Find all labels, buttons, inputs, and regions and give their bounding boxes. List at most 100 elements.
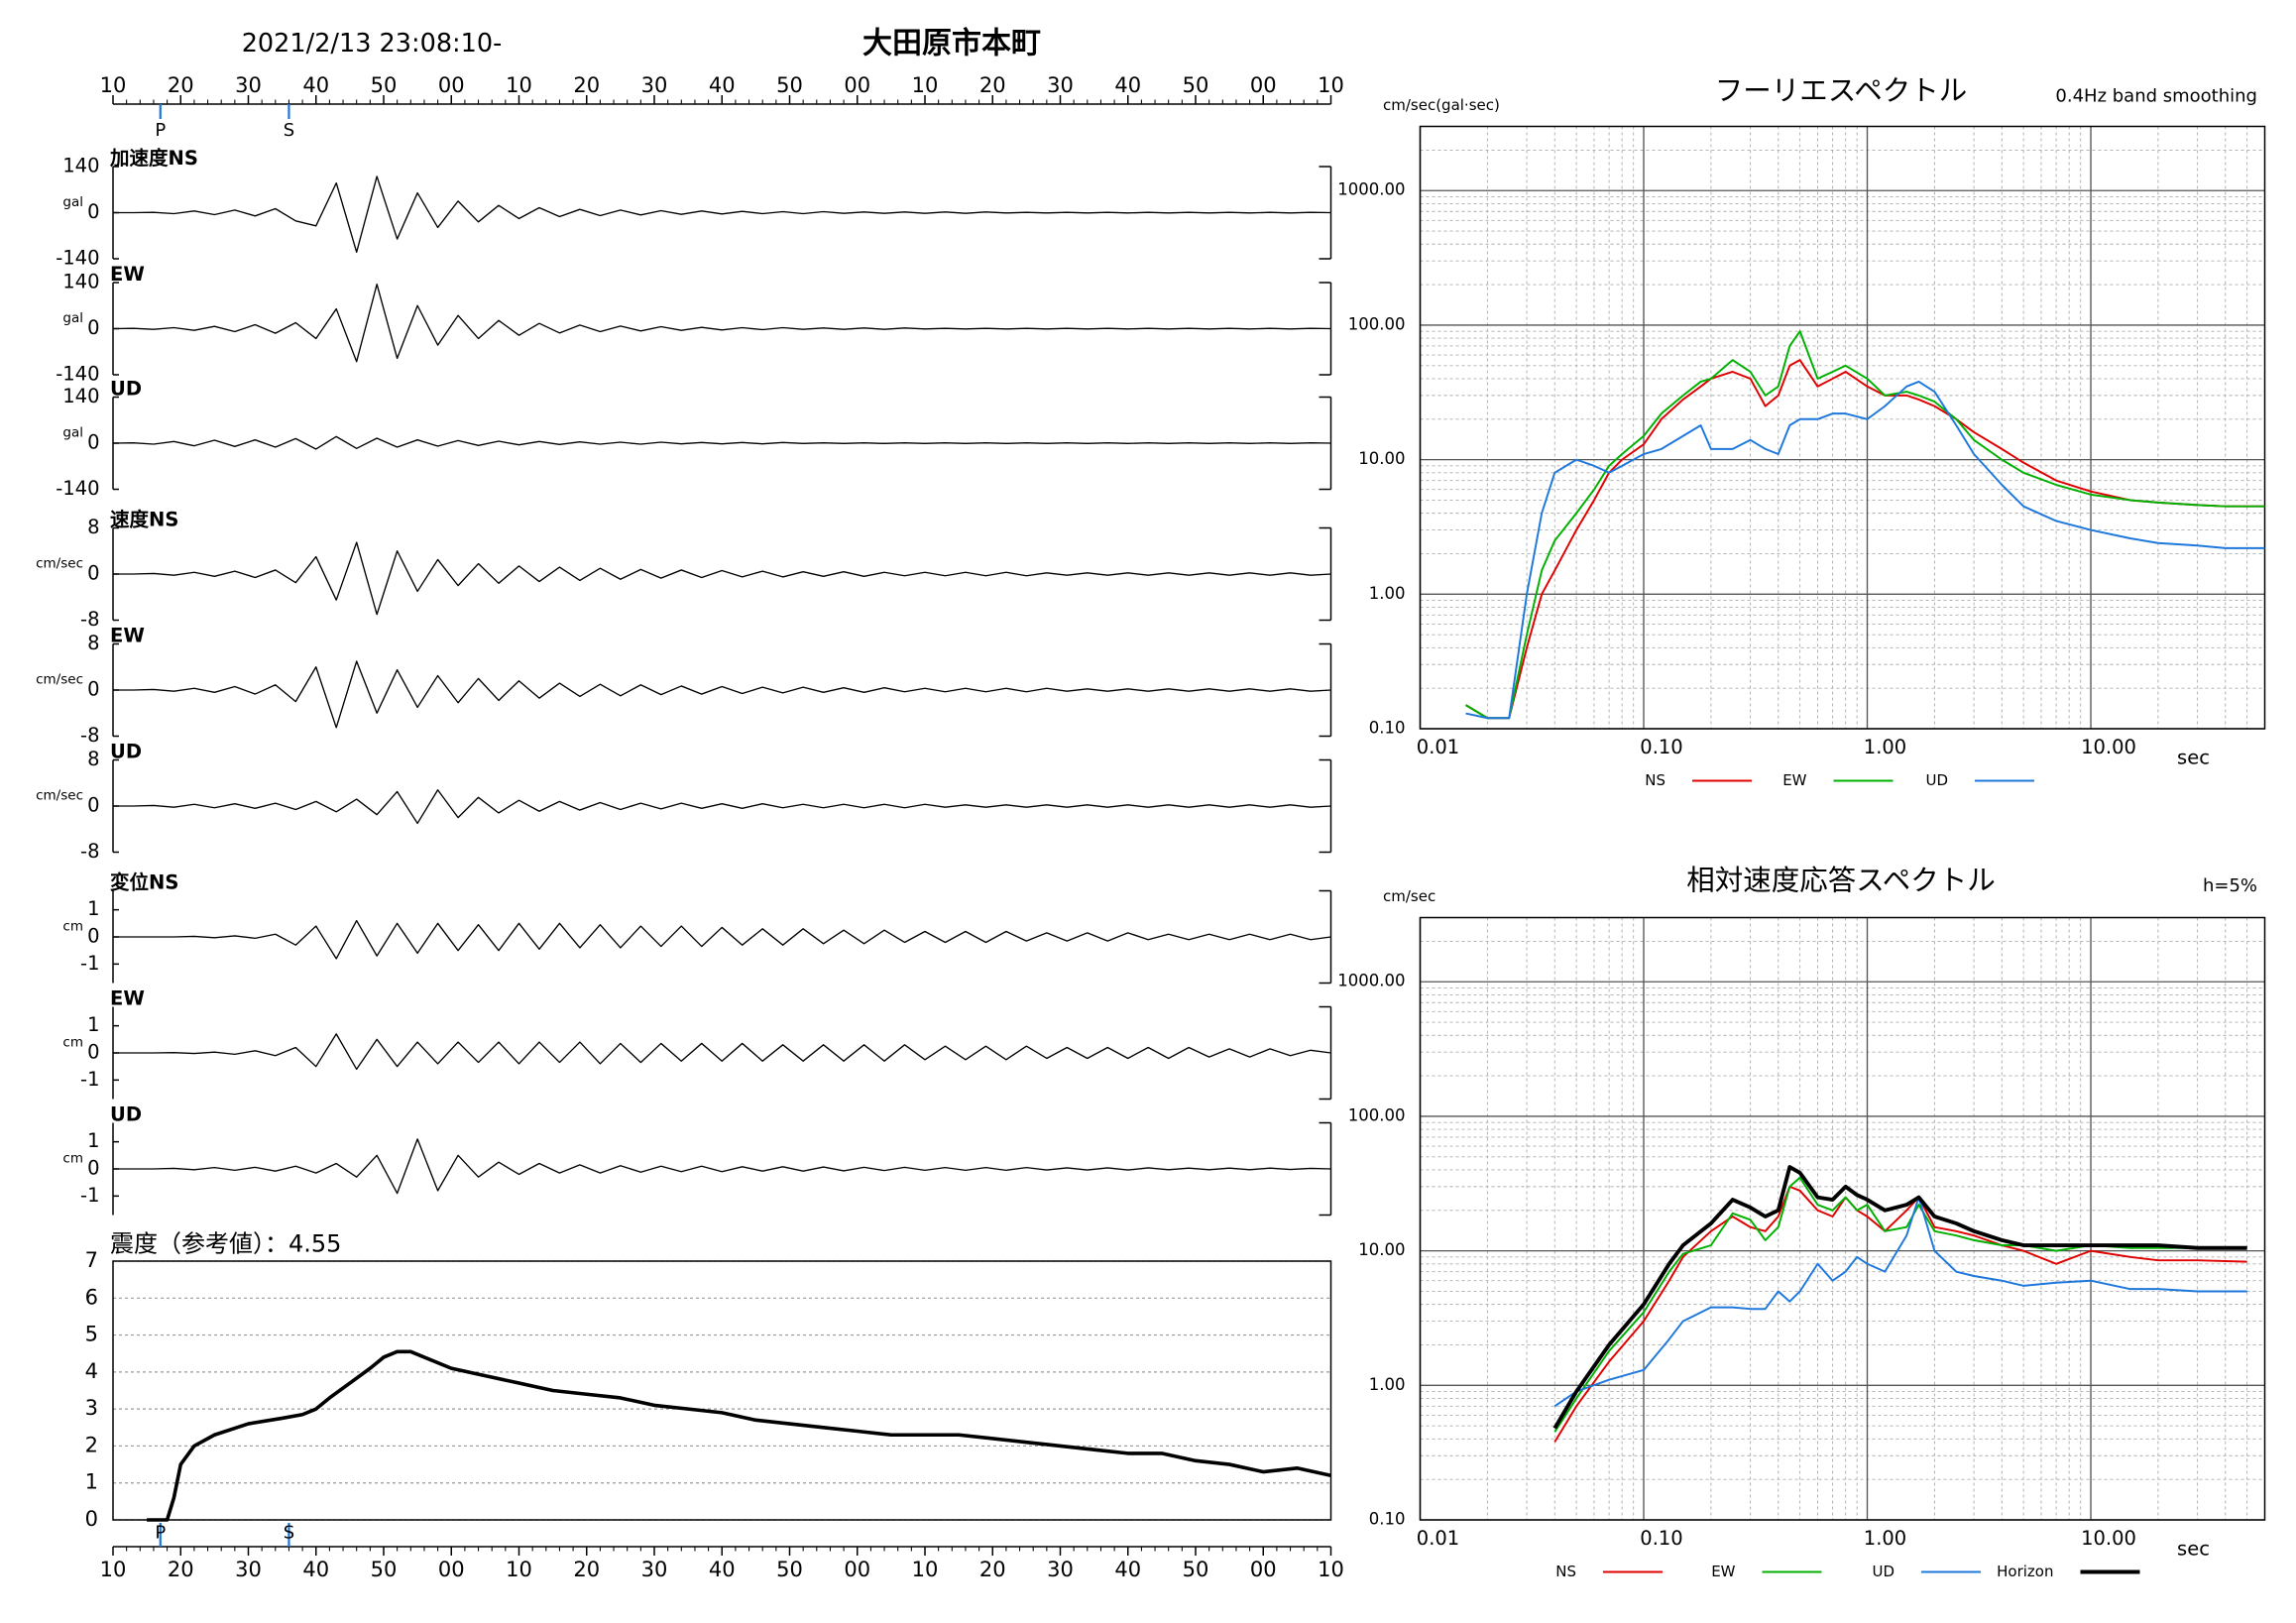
y-tick-label: -1	[80, 952, 99, 975]
x-tick-label: 10	[506, 1558, 532, 1581]
y-tick-label: 0	[87, 925, 99, 948]
x-tick-label: 00	[1250, 1558, 1277, 1581]
y-axis-label: cm/sec	[1383, 887, 1435, 905]
x-tick-label: 40	[709, 1558, 736, 1581]
x-tick-label: 50	[776, 73, 803, 97]
y-tick-label: -140	[56, 247, 99, 270]
y-tick-label: 0	[87, 200, 99, 223]
x-tick-label: 1.00	[1864, 736, 1906, 758]
intensity-line	[147, 1349, 1331, 1522]
waveform-line	[113, 541, 1331, 616]
x-tick-label: 40	[1114, 1558, 1141, 1581]
panel-label: EW	[110, 987, 145, 1010]
y-tick-label: -8	[80, 608, 99, 631]
waveform-line	[113, 919, 1331, 960]
y-tick-label: 10.00	[1358, 449, 1405, 468]
record-time: 2021/2/13 23:08:10-	[242, 29, 503, 58]
spectrum-line	[1552, 1165, 2247, 1430]
x-tick-label: 10	[912, 1558, 939, 1581]
y-tick-label: 3	[85, 1396, 98, 1420]
x-tick-label: 10	[1318, 1558, 1344, 1581]
x-tick-label: 00	[438, 1558, 465, 1581]
y-tick-label: 0	[87, 1157, 99, 1180]
legend-label: EW	[1782, 771, 1806, 789]
panel-label: 速度NS	[110, 509, 178, 531]
y-tick-label: 0	[87, 431, 99, 454]
unit-label: cm	[62, 1151, 83, 1167]
y-tick-label: -140	[56, 363, 99, 386]
y-tick-label: 140	[62, 271, 99, 293]
y-tick-label: 1.00	[1369, 584, 1406, 603]
panel-label: UD	[110, 1103, 142, 1126]
x-tick-label: 30	[641, 73, 668, 97]
panel-label: EW	[110, 625, 145, 647]
y-tick-label: -1	[80, 1184, 99, 1207]
y-tick-label: 7	[85, 1248, 98, 1272]
spectrum-line	[1465, 359, 2265, 720]
y-tick-label: 4	[85, 1359, 98, 1383]
x-tick-label: 20	[979, 73, 1006, 97]
y-tick-label: 100.00	[1348, 1105, 1406, 1124]
y-tick-label: 8	[87, 516, 99, 538]
legend-label: Horizon	[1997, 1563, 2053, 1580]
x-tick-label: 50	[776, 1558, 803, 1581]
panel-label: UD	[110, 741, 142, 763]
y-tick-label: 1000.00	[1337, 972, 1405, 990]
legend-label: UD	[1872, 1563, 1894, 1580]
panel-label: UD	[110, 378, 142, 401]
x-tick-label: 00	[844, 1558, 870, 1581]
x-tick-label: 30	[1047, 1558, 1074, 1581]
spectrum-line	[1553, 1176, 2247, 1433]
chart-title: 相対速度応答スペクトル	[1686, 865, 1996, 897]
y-tick-label: 5	[85, 1323, 98, 1346]
y-tick-label: 1	[87, 1013, 99, 1036]
y-axis-label: cm/sec(gal·sec)	[1383, 96, 1500, 114]
y-tick-label: 140	[62, 155, 99, 177]
x-tick-label: 50	[371, 73, 398, 97]
y-tick-label: -1	[80, 1068, 99, 1091]
y-tick-label: 0.10	[1369, 1510, 1406, 1529]
spectrum-line	[1465, 330, 2265, 720]
x-tick-label: 10.00	[2081, 736, 2136, 758]
y-tick-label: 140	[62, 385, 99, 407]
x-tick-label: 10	[506, 73, 532, 97]
phase-label: S	[284, 120, 294, 141]
x-tick-label: 0.10	[1640, 1527, 1682, 1550]
x-tick-label: 40	[1114, 73, 1141, 97]
y-tick-label: 1000.00	[1337, 180, 1405, 199]
x-tick-label: 20	[573, 73, 600, 97]
y-tick-label: 1.00	[1369, 1375, 1406, 1394]
y-tick-label: -8	[80, 840, 99, 863]
spectrum-line	[1465, 380, 2265, 720]
plot-frame	[1419, 125, 2266, 730]
x-tick-label: 40	[302, 73, 329, 97]
x-tick-label: 00	[1250, 73, 1277, 97]
x-tick-label: 50	[1183, 1558, 1209, 1581]
y-tick-label: 6	[85, 1285, 98, 1309]
legend-label: NS	[1645, 771, 1665, 789]
chart-note: 0.4Hz band smoothing	[2055, 86, 2257, 107]
y-tick-label: 0	[85, 1507, 98, 1531]
y-tick-label: 2	[85, 1433, 98, 1456]
panel-label: 変位NS	[110, 871, 178, 894]
y-tick-label: 100.00	[1348, 314, 1406, 333]
waveform-line	[113, 1033, 1331, 1071]
unit-label: cm	[62, 1035, 83, 1051]
waveform-line	[113, 1138, 1331, 1195]
legend-label: EW	[1711, 1563, 1735, 1580]
phase-label: P	[155, 1523, 166, 1544]
legend-label: NS	[1555, 1563, 1576, 1580]
x-tick-label: 10	[1318, 73, 1344, 97]
y-tick-label: 0	[87, 316, 99, 339]
x-tick-label: 0.10	[1640, 736, 1682, 758]
chart-title: 震度（参考値）：4.55	[110, 1230, 341, 1258]
waveform-line	[113, 175, 1331, 254]
x-tick-label: 20	[168, 73, 194, 97]
x-tick-label: 0.01	[1417, 1527, 1459, 1550]
x-tick-label: 10	[100, 73, 127, 97]
unit-label: cm/sec	[36, 672, 83, 688]
x-tick-label: 0.01	[1417, 736, 1459, 758]
y-tick-label: 8	[87, 748, 99, 770]
waveform-line	[112, 435, 1331, 450]
y-tick-label: 1	[87, 897, 99, 920]
